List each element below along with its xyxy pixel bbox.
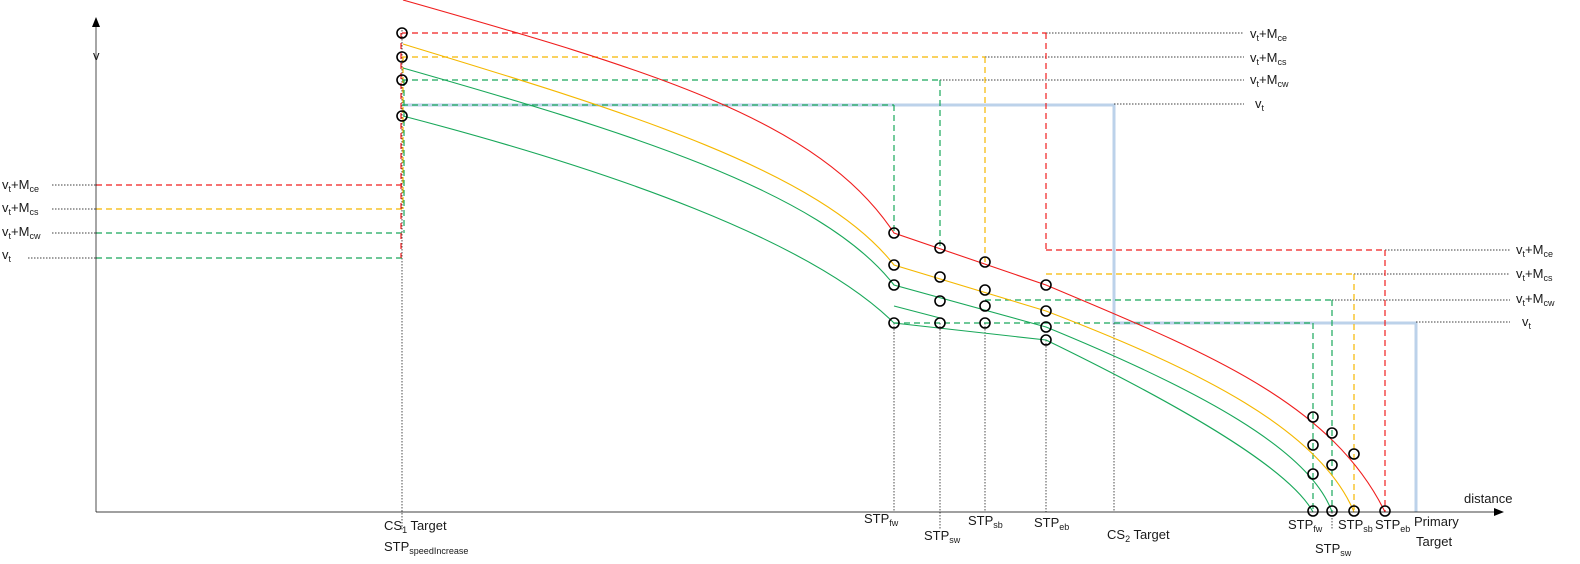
label-stp-sb-1: STPsb: [968, 513, 1003, 530]
left-leader-lines: [28, 184, 96, 259]
label-primary-target-line2: Target: [1416, 534, 1453, 549]
label-stp-sw-2: STPsw: [1315, 541, 1352, 558]
label-vt-mcw-top: vt+Mcw: [1250, 72, 1289, 89]
label-vt-mcs-bottom: vt+Mcs: [1516, 266, 1553, 283]
label-vt-mcs-top: vt+Mcs: [1250, 50, 1287, 67]
braking-curves: [402, 0, 1386, 513]
label-primary-target-line1: Primary: [1414, 514, 1459, 529]
right-labels-lower: vt+Mce vt+Mcs vt+Mcw vt: [1516, 242, 1555, 331]
label-stp-sw-1: STPsw: [924, 528, 961, 545]
lower-dashed-levels: [894, 249, 1386, 512]
marker-rings: [396, 27, 1391, 517]
right-leader-lines: [940, 32, 1510, 323]
label-stp-fw-2: STPfw: [1288, 517, 1323, 534]
label-cs2-target: CS2 Target: [1107, 527, 1170, 544]
label-vt-mce-bottom: vt+Mce: [1516, 242, 1553, 259]
label-stp-eb-2: STPeb: [1375, 517, 1410, 534]
label-vt-bottom: vt: [1522, 314, 1532, 331]
emergency-brake-curve: [402, 0, 1386, 513]
label-vt-mce-top: vt+Mce: [1250, 26, 1287, 43]
label-stp-speed-increase: STPspeedIncrease: [384, 539, 468, 556]
service-warning-curve: [402, 67, 1333, 513]
label-vt-mcs-left: vt+Mcs: [2, 200, 39, 217]
label-vt-top: vt: [1255, 96, 1265, 113]
x-axis-label: distance: [1464, 491, 1512, 506]
label-vt-mce-left: vt+Mce: [2, 177, 39, 194]
left-dashed-levels: [96, 33, 405, 259]
service-brake-curve: [402, 43, 1355, 513]
label-vt-mcw-bottom: vt+Mcw: [1516, 291, 1555, 308]
left-labels: vt+Mce vt+Mcs vt+Mcw vt: [2, 177, 41, 264]
label-vt-left: vt: [2, 247, 12, 264]
label-stp-fw-1: STPfw: [864, 511, 899, 528]
y-axis-label: v: [93, 48, 100, 63]
label-stp-sb-2: STPsb: [1338, 517, 1373, 534]
right-labels-upper: vt+Mce vt+Mcs vt+Mcw vt: [1250, 26, 1289, 113]
upper-dashed-levels: [402, 32, 1047, 262]
label-cs1-target: CS1 Target: [384, 518, 447, 535]
target-speed-profile: [403, 103, 1418, 512]
vertical-drop-lines: [401, 30, 1333, 530]
bottom-labels: CS1 Target STPspeedIncrease STPfw STPsw …: [384, 511, 1459, 558]
first-warning-curve: [402, 115, 1314, 513]
label-stp-eb-1: STPeb: [1034, 515, 1069, 532]
label-vt-mcw-left: vt+Mcw: [2, 224, 41, 241]
